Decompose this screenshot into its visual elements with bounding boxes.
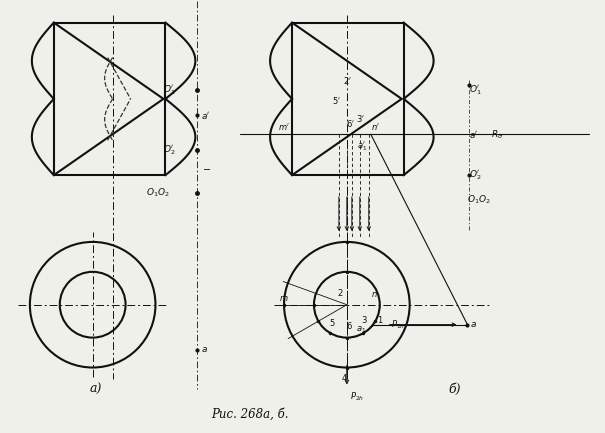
- Text: а): а): [90, 383, 102, 396]
- Text: $3$: $3$: [361, 314, 367, 325]
- Text: $a'$: $a'$: [469, 129, 479, 140]
- Text: $3'$: $3'$: [356, 113, 365, 124]
- Text: $O_2'$: $O_2'$: [163, 143, 175, 157]
- Text: $O_1'$: $O_1'$: [163, 84, 175, 97]
- Text: б): б): [448, 383, 461, 396]
- Text: $P_{1h}$: $P_{1h}$: [391, 318, 405, 331]
- Text: $m'$: $m'$: [278, 121, 290, 132]
- Text: $a_1$: $a_1$: [356, 325, 366, 335]
- Text: $O_2'$: $O_2'$: [469, 168, 482, 182]
- Text: $a$: $a$: [471, 320, 477, 329]
- Text: Рис. 268а, б.: Рис. 268а, б.: [211, 408, 289, 421]
- Text: $5$: $5$: [329, 317, 336, 328]
- Text: $a'$: $a'$: [201, 110, 211, 121]
- Text: $O_1O_2$: $O_1O_2$: [468, 194, 491, 206]
- Text: $P_{2h}$: $P_{2h}$: [350, 391, 364, 403]
- Text: $6'$: $6'$: [347, 118, 355, 129]
- Text: $1$: $1$: [377, 314, 384, 325]
- Text: $a_1'$: $a_1'$: [357, 139, 367, 153]
- Text: $R_\sigma$: $R_\sigma$: [491, 128, 504, 141]
- Text: $-$: $-$: [202, 163, 211, 173]
- Text: $2$: $2$: [338, 287, 344, 298]
- Text: $2'$: $2'$: [344, 75, 352, 87]
- Text: $m$: $m$: [280, 294, 289, 303]
- Text: $O_1'$: $O_1'$: [469, 84, 482, 97]
- Text: $4$: $4$: [341, 372, 348, 384]
- Text: $n'$: $n'$: [371, 121, 380, 132]
- Text: $a$: $a$: [201, 345, 208, 354]
- Text: $n$: $n$: [371, 290, 378, 299]
- Text: $5'$: $5'$: [332, 95, 341, 107]
- Text: $O_1O_2$: $O_1O_2$: [146, 187, 169, 199]
- Text: $6$: $6$: [347, 320, 353, 331]
